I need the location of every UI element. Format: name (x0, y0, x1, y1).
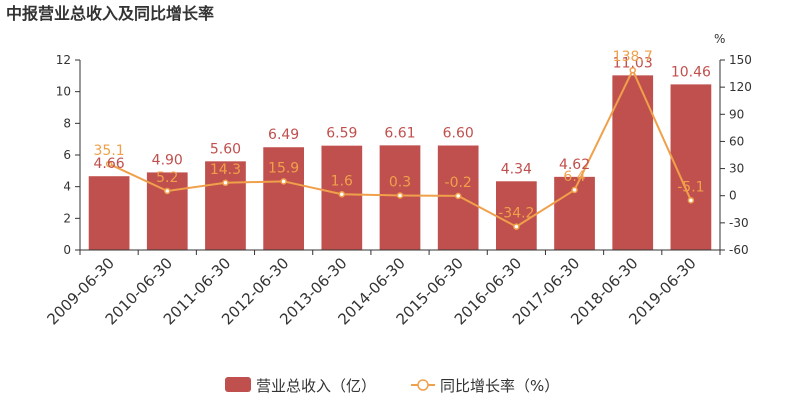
line-point (222, 179, 229, 187)
line-value-label: 0.3 (389, 174, 411, 190)
bar-value-label: 6.49 (268, 127, 299, 143)
left-tick-label: 4 (63, 180, 71, 194)
line-point (571, 186, 578, 194)
left-tick-label: 2 (63, 211, 71, 225)
left-tick-label: 6 (63, 148, 71, 162)
chart-title: 中报营业总收入及同比增长率 (6, 4, 214, 23)
bar-value-label: 4.62 (559, 157, 590, 173)
left-tick-label: 8 (63, 116, 71, 130)
left-tick-label: 10 (56, 85, 71, 99)
bar-value-label: 6.59 (326, 126, 357, 142)
right-tick-label: 120 (729, 80, 752, 94)
bar-value-label: 4.66 (94, 156, 125, 172)
line-value-label: -0.2 (445, 175, 472, 191)
legend-bar-swatch (225, 377, 251, 392)
bar-series (88, 75, 712, 250)
right-tick-label: 0 (729, 189, 737, 203)
line-value-label: 1.6 (331, 173, 353, 189)
line-point (280, 178, 287, 185)
legend-bar-label: 营业总收入（亿） (256, 377, 376, 395)
line-value-label: 138.7 (613, 49, 653, 65)
legend: 营业总收入（亿） 同比增长率（%） (225, 377, 559, 395)
bar (321, 145, 363, 250)
bar-value-label: 4.34 (501, 161, 532, 177)
bar-value-label: 11.03 (613, 55, 653, 71)
bar-value-label: 6.61 (384, 125, 415, 141)
bar (670, 84, 712, 250)
bar-value-label: 6.60 (443, 126, 474, 142)
line-point (338, 191, 346, 198)
bar-value-label: 10.46 (671, 64, 711, 80)
bar (612, 75, 654, 250)
line-point (629, 66, 636, 74)
line-point (164, 187, 171, 195)
bar (263, 147, 304, 250)
line-value-label: 14.3 (210, 162, 241, 178)
line-series (105, 66, 695, 230)
left-tick-label: 0 (63, 243, 71, 257)
bar (205, 161, 246, 250)
right-tick-label: 150 (729, 53, 752, 67)
line-value-label: 5.2 (156, 170, 178, 186)
line-value-label: -34.2 (498, 206, 534, 222)
right-tick-label: 90 (729, 107, 744, 121)
right-tick-label: -30 (729, 216, 749, 230)
bar (496, 181, 537, 250)
right-tick-label: 60 (729, 134, 744, 148)
line-point (454, 192, 462, 200)
legend-line-marker (417, 379, 429, 391)
line-point (396, 192, 404, 199)
bar (88, 176, 130, 250)
right-tick-label: -60 (729, 243, 749, 257)
legend-line-label: 同比增长率（%） (440, 377, 559, 395)
line-point (105, 160, 113, 168)
line-value-label: 35.1 (94, 143, 125, 159)
line-value-label: 15.9 (268, 160, 299, 176)
line-value-label: 6.4 (563, 169, 585, 185)
line-point (513, 223, 520, 230)
right-tick-label: 30 (729, 162, 744, 176)
right-axis-unit: % (714, 32, 725, 46)
line-value-label: -5.1 (677, 179, 704, 195)
bar-value-label: 5.60 (210, 141, 241, 157)
data-labels: 4.66 4.90 5.60 6.49 6.59 6.61 6.60 4.34 4.62 11.0… (94, 49, 712, 221)
line-point (687, 197, 695, 204)
left-tick-label: 12 (56, 53, 71, 67)
bar-value-label: 4.90 (152, 152, 183, 168)
